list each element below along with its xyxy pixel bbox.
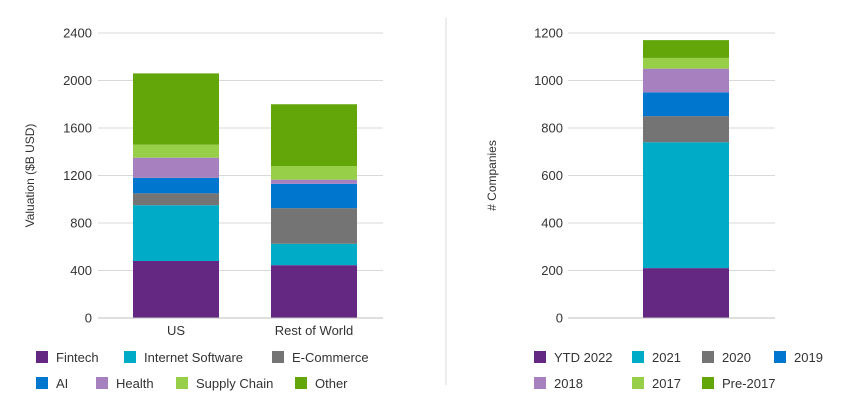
legend-swatch-2018: [534, 377, 546, 389]
bar-segment-supply-chain-rest-of-world: [271, 166, 357, 180]
legend-swatch-2021: [632, 351, 644, 363]
legend-swatch-ytd-2022: [534, 351, 546, 363]
legend-swatch-fintech: [36, 351, 48, 363]
legend-label-internet-software: Internet Software: [144, 350, 243, 365]
y-tick-label: 1200: [63, 168, 92, 183]
legend-swatch-pre-2017: [702, 377, 714, 389]
legend-label-supply-chain: Supply Chain: [196, 376, 273, 391]
legend-label-pre-2017: Pre-2017: [722, 376, 775, 391]
y-tick-label: 400: [541, 216, 563, 231]
bar-segment-ytd-2022: [643, 268, 729, 318]
legend-label-2019: 2019: [794, 350, 823, 365]
legend-label-fintech: Fintech: [56, 350, 99, 365]
valuation-chart: 0 400 800 1200 1600 2000 2400 Valuation ($B USD…: [23, 26, 383, 391]
y-tick-label: 2400: [63, 26, 92, 41]
legend-label-2021: 2021: [652, 350, 681, 365]
bar-segment-2021: [643, 142, 729, 269]
bar-segment-health-rest-of-world: [271, 179, 357, 184]
bar-segment-ai-rest-of-world: [271, 183, 357, 209]
bar-segment-2017: [643, 57, 729, 69]
legend-swatch-2017: [632, 377, 644, 389]
legend-swatch-other: [295, 377, 307, 389]
bar-segment-2018: [643, 68, 729, 93]
legend-swatch-ai: [36, 377, 48, 389]
legend-swatch-e-commerce: [272, 351, 284, 363]
y-tick-label: 1000: [534, 73, 563, 88]
y-tick-label: 400: [70, 263, 92, 278]
legend-swatch-internet-software: [124, 351, 136, 363]
legend-label-2018: 2018: [554, 376, 583, 391]
bar-segment-other-us: [133, 73, 219, 145]
legend-swatch-2019: [774, 351, 786, 363]
bar-segment-e-commerce-rest-of-world: [271, 208, 357, 244]
y-tick-label: 1200: [534, 26, 563, 41]
y-tick-label: 0: [85, 311, 92, 326]
y-axis-label: # Companies: [485, 140, 499, 211]
bar-segment-fintech-rest-of-world: [271, 265, 357, 318]
bar-segment-2019: [643, 92, 729, 117]
legend-swatch-supply-chain: [176, 377, 188, 389]
bar-segment-other-rest-of-world: [271, 104, 357, 166]
bar-segment-fintech-us: [133, 261, 219, 318]
companies-chart: 0 200 400 600 800 1000 1200 # Companies YTD 2022…: [485, 26, 823, 392]
x-category-label: Rest of World: [275, 323, 354, 338]
y-tick-label: 800: [541, 121, 563, 136]
legend-label-2017: 2017: [652, 376, 681, 391]
y-tick-label: 800: [70, 216, 92, 231]
legend-label-health: Health: [116, 376, 154, 391]
y-tick-label: 600: [541, 168, 563, 183]
legend-label-e-commerce: E-Commerce: [292, 350, 369, 365]
legend-label-other: Other: [315, 376, 348, 391]
x-category-label: US: [167, 323, 185, 338]
bar-segment-health-us: [133, 157, 219, 178]
y-tick-label: 200: [541, 263, 563, 278]
y-axis-label: Valuation ($B USD): [23, 124, 37, 228]
y-tick-label: 1600: [63, 121, 92, 136]
bar-segment-2020: [643, 116, 729, 143]
legend-label-ai: AI: [56, 376, 68, 391]
y-tick-label: 0: [556, 311, 563, 326]
bar-segment-supply-chain-us: [133, 144, 219, 158]
bar-segment-pre-2017: [643, 40, 729, 58]
legend-label-2020: 2020: [722, 350, 751, 365]
legend-label-ytd-2022: YTD 2022: [554, 350, 613, 365]
bar-segment-internet-software-us: [133, 205, 219, 261]
bar-segment-internet-software-rest-of-world: [271, 243, 357, 266]
legend-swatch-health: [96, 377, 108, 389]
bar-segment-ai-us: [133, 177, 219, 194]
legend-swatch-2020: [702, 351, 714, 363]
bar-segment-e-commerce-us: [133, 193, 219, 206]
y-tick-label: 2000: [63, 73, 92, 88]
